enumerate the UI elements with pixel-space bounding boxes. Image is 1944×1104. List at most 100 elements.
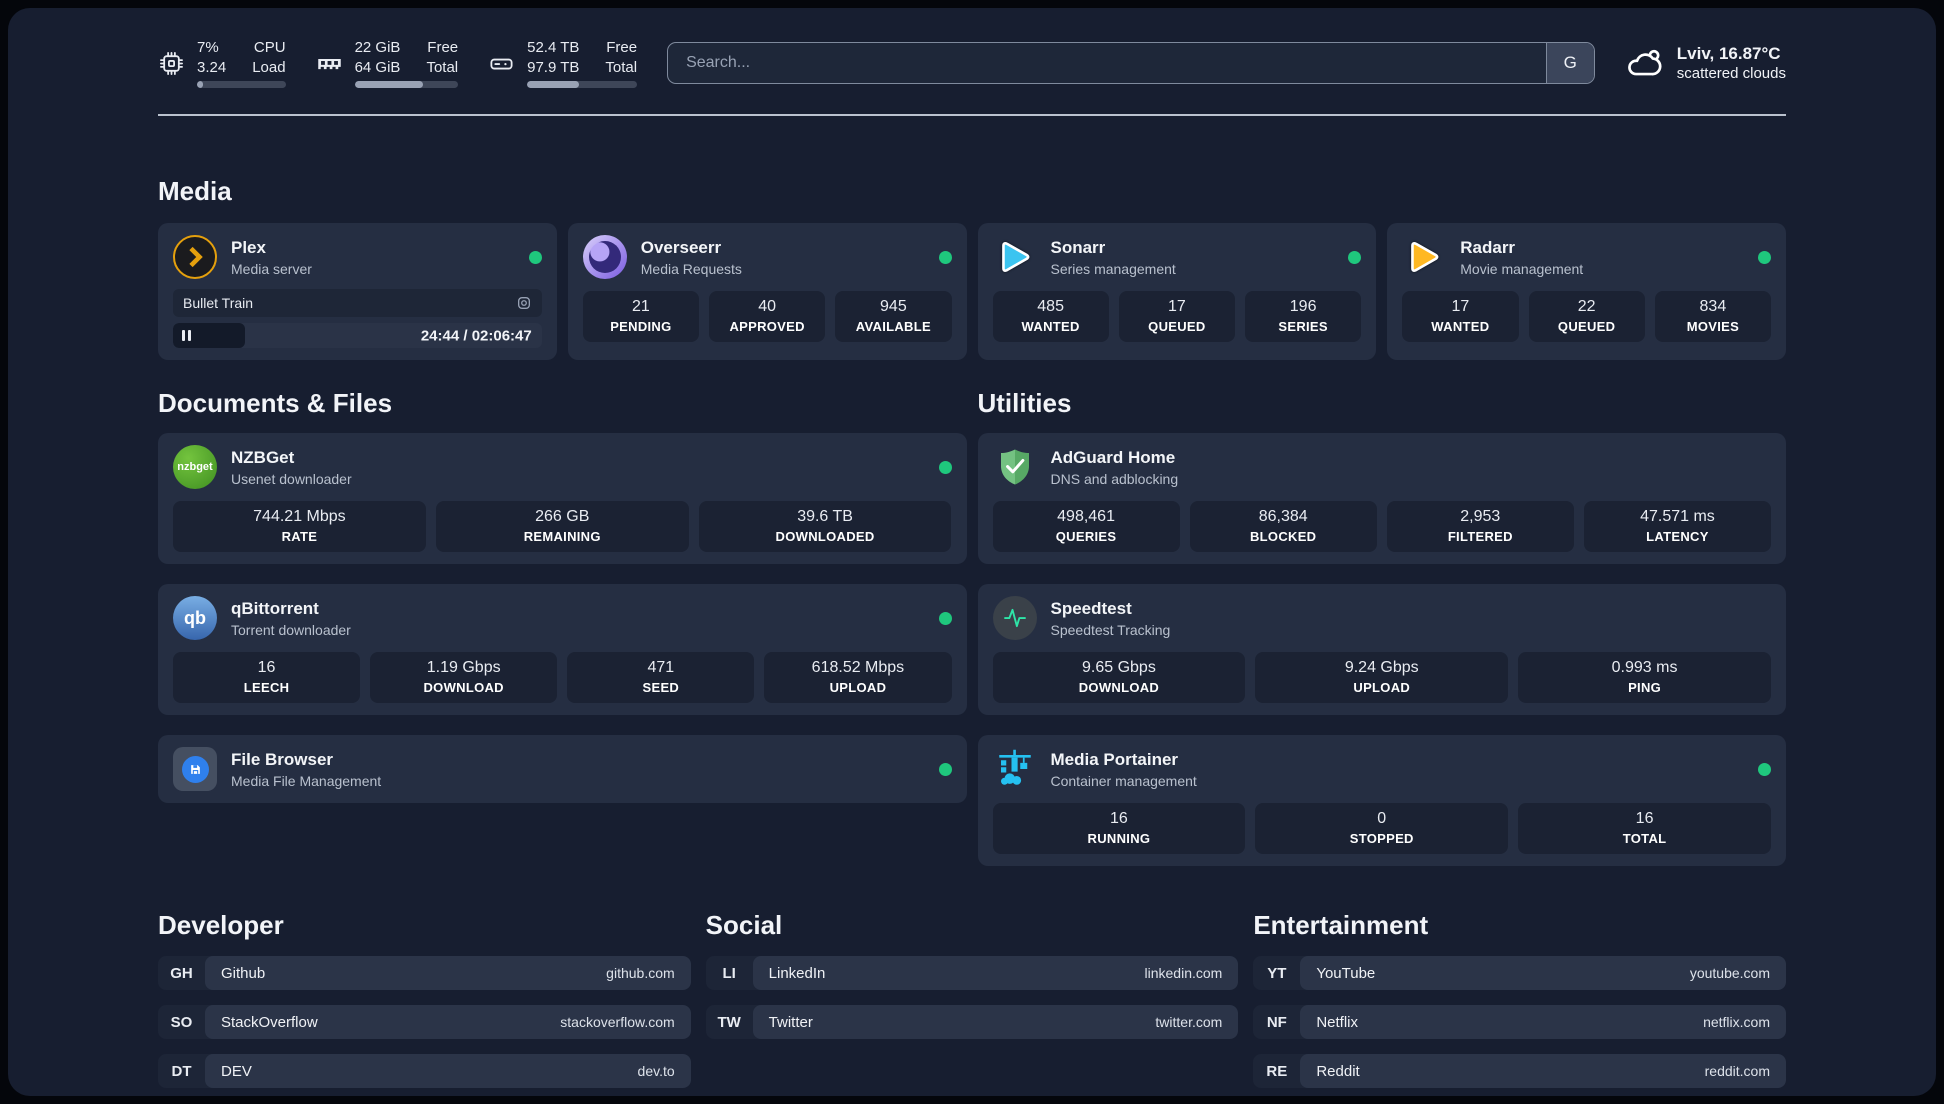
status-online-dot	[938, 460, 952, 474]
memory-total-label: Total	[426, 58, 459, 76]
app-card-radarr[interactable]: Radarr Movie management 17 WANTED 22 QUE…	[1387, 223, 1786, 360]
section-title-documents: Documents & Files	[158, 388, 393, 418]
link-abbr: NF	[1266, 1013, 1287, 1031]
link-github[interactable]: GH Github github.com	[158, 956, 691, 990]
link-name: Reddit	[1316, 1062, 1360, 1080]
app-card-sonarr[interactable]: Sonarr Series management 485 WANTED 17 Q…	[977, 223, 1377, 360]
stat-queued: 22 QUEUED	[1528, 291, 1645, 342]
app-card-filebrowser[interactable]: File Browser Media File Management	[158, 735, 967, 803]
utilities-column: Utilities	[977, 388, 1786, 866]
app-name: Radarr	[1460, 237, 1516, 257]
memory-icon	[317, 58, 341, 69]
link-reddit[interactable]: RE Reddit reddit.com	[1253, 1054, 1786, 1088]
app-name: Media Portainer	[1050, 749, 1179, 769]
stat-approved: 40 APPROVED	[709, 291, 826, 342]
stat-movies: 834 MOVIES	[1654, 291, 1771, 342]
app-name: File Browser	[231, 749, 334, 769]
stat-rate: 744.21 Mbps RATE	[173, 501, 426, 552]
link-abbr: DT	[171, 1062, 192, 1080]
app-name: qBittorrent	[231, 598, 319, 618]
memory-progress-bar	[354, 81, 459, 88]
developer-column: Developer GH Github github.com SO StackO…	[158, 910, 691, 1088]
stat-wanted: 485 WANTED	[992, 291, 1109, 342]
link-abbr: GH	[170, 964, 193, 982]
dashboard-window: 7% 3.24 CPU Load	[8, 8, 1936, 1096]
social-column: Social LI LinkedIn linkedin.com TW Twitt…	[705, 910, 1239, 1039]
section-title-developer: Developer	[158, 910, 284, 940]
app-subtitle: Torrent downloader	[231, 621, 351, 638]
status-online-dot	[938, 762, 952, 776]
app-subtitle: Container management	[1050, 772, 1197, 789]
app-subtitle: Media Requests	[640, 260, 742, 277]
stat-blocked: 86,384 BLOCKED	[1189, 501, 1377, 552]
search-engine-button[interactable]: G	[1545, 43, 1594, 83]
stat-filtered: 2,953 FILTERED	[1386, 501, 1574, 552]
link-linkedin[interactable]: LI LinkedIn linkedin.com	[705, 956, 1239, 990]
app-card-portainer[interactable]: Media Portainer Container management 16 …	[977, 735, 1786, 866]
stat-total: 16 TOTAL	[1518, 803, 1771, 854]
stat-stopped: 0 STOPPED	[1255, 803, 1509, 854]
overseerr-icon	[582, 235, 627, 279]
app-subtitle: Usenet downloader	[231, 470, 352, 487]
speedtest-icon	[992, 596, 1037, 640]
stat-running: 16 RUNNING	[992, 803, 1246, 854]
section-title-entertainment: Entertainment	[1253, 910, 1429, 940]
link-name: DEV	[221, 1062, 252, 1080]
section-title-media: Media	[158, 176, 232, 206]
memory-total-value: 64 GiB	[354, 58, 401, 76]
radarr-icon	[1402, 235, 1446, 279]
link-stackoverflow[interactable]: SO StackOverflow stackoverflow.com	[158, 1005, 691, 1039]
app-card-plex[interactable]: Plex Media server Bullet Train 24:44 / 0	[158, 223, 557, 360]
sonarr-icon	[993, 235, 1037, 279]
link-abbr: LI	[722, 964, 736, 982]
disk-progress-bar	[527, 81, 638, 88]
section-title-utilities: Utilities	[977, 388, 1072, 418]
link-netflix[interactable]: NF Netflix netflix.com	[1253, 1005, 1786, 1039]
disk-stat: 52.4 TB 97.9 TB Free Total	[488, 38, 638, 88]
app-name: Plex	[231, 237, 266, 257]
memory-free-value: 22 GiB	[354, 39, 401, 56]
app-card-speedtest[interactable]: Speedtest Speedtest Tracking 9.65 Gbps D…	[977, 584, 1786, 715]
stat-available: 945 AVAILABLE	[835, 291, 952, 342]
memory-stat: 22 GiB 64 GiB Free Total	[316, 38, 459, 88]
link-url: linkedin.com	[1144, 965, 1223, 981]
filebrowser-icon	[173, 747, 217, 791]
app-card-adguard[interactable]: AdGuard Home DNS and adblocking 498,461 …	[977, 433, 1786, 564]
link-url: twitter.com	[1155, 1014, 1223, 1030]
app-card-overseerr[interactable]: Overseerr Media Requests 21 PENDING 40 A…	[567, 223, 967, 360]
media-grid: Plex Media server Bullet Train 24:44 / 0	[158, 223, 1786, 360]
stat-queries: 498,461 QUERIES	[992, 501, 1180, 552]
pause-icon[interactable]	[182, 330, 191, 341]
stat-remaining: 266 GB REMAINING	[435, 501, 689, 552]
stat-upload: 618.52 Mbps UPLOAD	[764, 652, 952, 703]
stat-seed: 471 SEED	[567, 652, 755, 703]
disk-icon	[490, 58, 513, 69]
app-subtitle: Media server	[231, 260, 312, 277]
link-youtube[interactable]: YT YouTube youtube.com	[1253, 956, 1786, 990]
cpu-stat: 7% 3.24 CPU Load	[158, 38, 286, 88]
status-online-dot	[1758, 250, 1771, 264]
link-dev[interactable]: DT DEV dev.to	[158, 1054, 691, 1088]
weather-widget[interactable]: Lviv, 16.87°C scattered clouds	[1625, 44, 1786, 82]
link-twitter[interactable]: TW Twitter twitter.com	[705, 1005, 1239, 1039]
cloud-icon	[1627, 49, 1662, 76]
search-input[interactable]	[668, 43, 1546, 83]
stat-latency: 47.571 ms LATENCY	[1583, 501, 1771, 552]
section-title-social: Social	[705, 910, 783, 940]
link-url: youtube.com	[1689, 965, 1770, 981]
stream-info-icon[interactable]	[516, 295, 532, 311]
app-card-nzbget[interactable]: nzbget NZBGet Usenet downloader 744.21 M…	[158, 433, 967, 564]
app-card-qbittorrent[interactable]: qb qBittorrent Torrent downloader 16 LEE…	[158, 584, 967, 715]
now-playing-title: Bullet Train	[183, 295, 254, 311]
cpu-label: CPU	[253, 39, 286, 56]
adguard-icon	[993, 445, 1037, 489]
now-playing-row: Bullet Train	[173, 289, 542, 317]
nzbget-icon: nzbget	[173, 445, 217, 489]
stat-download: 1.19 Gbps DOWNLOAD	[370, 652, 558, 703]
link-abbr: YT	[1267, 964, 1287, 982]
link-name: Github	[221, 964, 266, 982]
status-online-dot	[938, 611, 952, 625]
cpu-load-value: 3.24	[197, 58, 227, 76]
app-name: Speedtest	[1050, 598, 1132, 618]
link-url: reddit.com	[1704, 1063, 1770, 1079]
